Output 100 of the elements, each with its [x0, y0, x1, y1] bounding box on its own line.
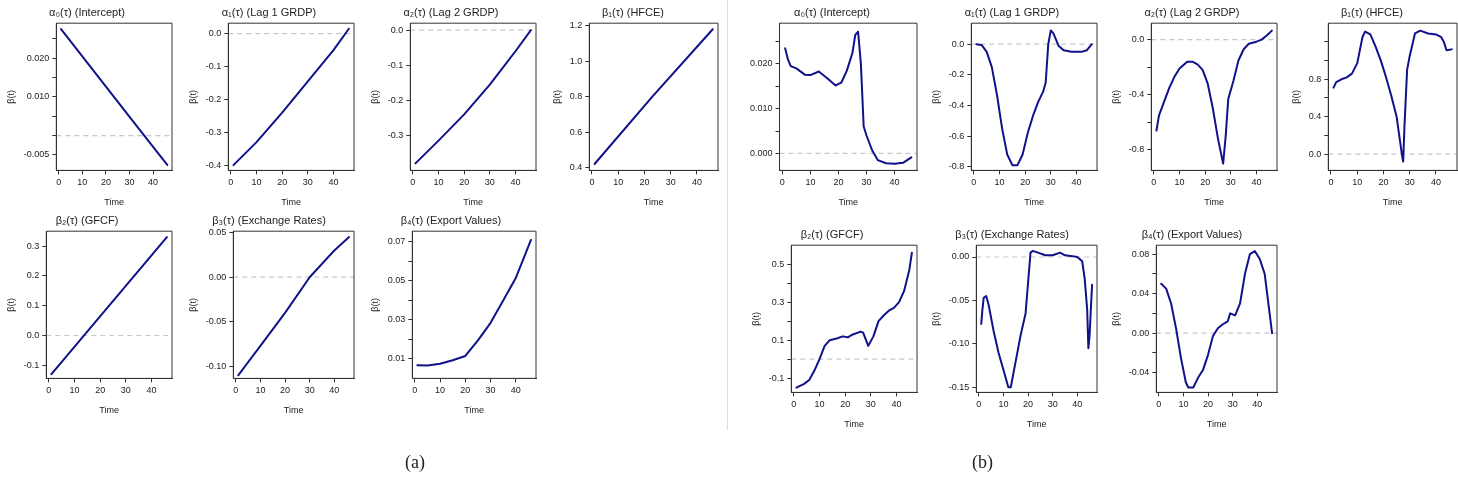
x-tick-label: 40 — [891, 399, 902, 410]
x-axis-title: Time — [104, 197, 124, 208]
y-tick-label: 0.1 — [771, 334, 785, 345]
y-axis-title: β(t) — [187, 89, 198, 104]
x-tick-label: 10 — [1174, 177, 1185, 188]
y-tick-label: -0.1 — [205, 61, 222, 72]
x-tick-label: 40 — [1252, 399, 1263, 410]
y-tick-label: 0.00 — [208, 271, 227, 282]
x-tick-label: 20 — [95, 385, 106, 396]
x-tick-label: 10 — [255, 385, 266, 396]
x-tick-label: 30 — [1045, 177, 1056, 188]
y-tick-label: 0.2 — [26, 270, 40, 281]
x-tick-label: 30 — [484, 177, 495, 188]
y-axis-title: β(t) — [1110, 89, 1121, 104]
x-tick-label: 10 — [433, 177, 444, 188]
x-tick-label: 20 — [277, 177, 288, 188]
x-tick-label: 40 — [1251, 177, 1262, 188]
y-tick-label: 0.0 — [208, 28, 222, 39]
x-tick-label: 10 — [251, 177, 262, 188]
y-tick-label: -0.1 — [387, 59, 404, 70]
x-tick-label: 40 — [889, 177, 900, 188]
x-tick-label: 10 — [69, 385, 80, 396]
x-tick-label: 0 — [971, 177, 977, 188]
y-tick-label: 0.00 — [951, 251, 970, 262]
x-tick-label: 40 — [510, 385, 521, 396]
x-tick-label: 30 — [304, 385, 315, 396]
chart-title: β₃(τ) (Exchange Rates) — [212, 213, 326, 226]
x-tick-label: 40 — [148, 177, 159, 188]
chart-title: α₂(τ) (Lag 2 GRDP) — [1144, 5, 1240, 18]
x-axis-title: Time — [844, 419, 864, 430]
y-tick-label: 0.0 — [951, 38, 965, 49]
y-tick-label: -0.10 — [205, 360, 227, 371]
y-tick-label: 0.5 — [771, 258, 785, 269]
chart-title: β₄(τ) (Export Values) — [1141, 227, 1243, 240]
y-tick-label: -0.2 — [387, 94, 404, 105]
x-tick-label: 30 — [302, 177, 313, 188]
x-tick-label: 20 — [840, 399, 851, 410]
y-tick-label: 0.8 — [1308, 73, 1322, 84]
x-tick-label: 40 — [146, 385, 157, 396]
x-axis-title: Time — [1382, 197, 1403, 208]
chart-title: α₁(τ) (Lag 1 GRDP) — [221, 5, 317, 18]
x-axis-title: Time — [643, 197, 664, 208]
x-tick-label: 10 — [998, 399, 1009, 410]
x-tick-label: 10 — [805, 177, 816, 188]
x-tick-label: 30 — [1227, 399, 1238, 410]
x-axis-title: Time — [838, 197, 859, 208]
y-tick-label: -0.1 — [23, 359, 40, 370]
x-tick-label: 10 — [77, 177, 88, 188]
y-tick-label: 0.020 — [26, 52, 50, 63]
y-tick-label: 0.07 — [387, 236, 406, 247]
y-tick-label: -0.05 — [205, 316, 227, 327]
x-tick-label: 30 — [120, 385, 131, 396]
y-tick-label: -0.4 — [1128, 89, 1145, 100]
y-tick-label: 1.2 — [569, 20, 583, 31]
y-tick-label: -0.005 — [23, 149, 50, 160]
x-tick-label: 20 — [100, 177, 111, 188]
x-tick-label: 40 — [1071, 177, 1082, 188]
y-tick-label: 0.000 — [749, 147, 773, 158]
x-axis-title: Time — [1204, 197, 1224, 208]
x-tick-label: 0 — [228, 177, 234, 188]
x-tick-label: 10 — [613, 177, 624, 188]
x-tick-label: 0 — [1151, 177, 1157, 188]
y-tick-label: -0.4 — [205, 159, 222, 170]
y-tick-label: 0.0 — [390, 24, 404, 35]
x-tick-label: 0 — [1156, 399, 1162, 410]
x-tick-label: 0 — [233, 385, 239, 396]
y-axis-title: β(t) — [1290, 89, 1301, 104]
y-tick-label: 0.8 — [569, 91, 583, 102]
x-tick-label: 40 — [510, 177, 521, 188]
chart-title: α₀(τ) (Intercept) — [794, 5, 870, 18]
x-tick-label: 20 — [833, 177, 844, 188]
y-tick-label: 0.01 — [387, 353, 406, 364]
y-tick-label: -0.3 — [205, 126, 222, 137]
x-tick-label: 20 — [1378, 177, 1389, 188]
x-tick-label: 40 — [691, 177, 702, 188]
x-tick-label: 20 — [1203, 399, 1214, 410]
x-tick-label: 10 — [1178, 399, 1189, 410]
y-tick-label: 0.08 — [1131, 248, 1150, 259]
y-tick-label: 0.04 — [1131, 288, 1150, 299]
x-tick-label: 20 — [639, 177, 650, 188]
text: (b) — [972, 452, 993, 473]
text: (a) — [405, 452, 425, 473]
y-axis-title: β(t) — [187, 297, 198, 312]
x-tick-label: 30 — [1225, 177, 1236, 188]
x-tick-label: 0 — [56, 177, 62, 188]
chart-title: β₁(τ) (HFCE) — [601, 5, 665, 18]
x-tick-label: 20 — [1023, 399, 1034, 410]
y-axis-title: β(t) — [551, 89, 562, 104]
x-tick-label: 30 — [1047, 399, 1058, 410]
y-tick-label: 0.010 — [26, 91, 50, 102]
x-tick-label: 30 — [485, 385, 496, 396]
y-axis-title: β(t) — [369, 297, 380, 312]
x-tick-label: 30 — [861, 177, 872, 188]
y-tick-label: 0.4 — [1308, 111, 1322, 122]
y-tick-label: -0.8 — [948, 161, 965, 172]
x-tick-label: 20 — [280, 385, 291, 396]
x-axis-title: Time — [281, 197, 301, 208]
x-axis-title: Time — [1026, 419, 1047, 430]
y-axis-title: β(t) — [930, 89, 941, 104]
x-tick-label: 0 — [779, 177, 785, 188]
